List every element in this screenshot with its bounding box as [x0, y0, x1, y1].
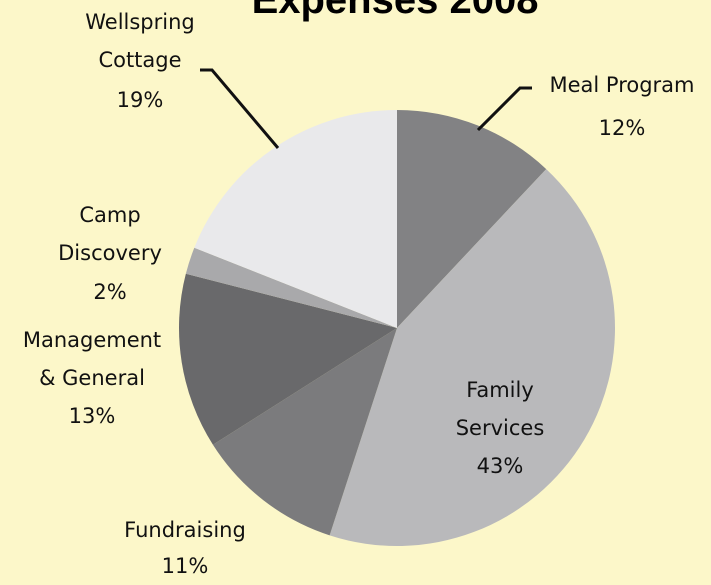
slice-label: Management & General	[22, 328, 162, 390]
leader-line	[200, 68, 280, 149]
chart-title: Expenses 2008	[251, 0, 539, 22]
slice-label: Family Services	[455, 378, 545, 440]
pie-slice	[329, 169, 615, 546]
pie-slice	[185, 247, 397, 328]
pie-slice	[179, 273, 397, 445]
pie-slice	[212, 328, 397, 536]
slice-value-label: 13%	[68, 404, 116, 428]
pie-slice	[194, 110, 397, 328]
slice-value-label: 2%	[93, 280, 127, 304]
slice-value-label: 19%	[116, 88, 164, 112]
slice-value-label: 43%	[476, 454, 524, 478]
leader-line	[476, 86, 532, 132]
pie-slice	[397, 110, 547, 328]
slice-label: Meal Program	[549, 73, 695, 97]
slice-label: Wellspring Cottage	[85, 10, 195, 72]
slice-label: Fundraising	[124, 518, 246, 542]
slice-value-label: 12%	[598, 116, 646, 140]
slice-value-label: 11%	[161, 554, 209, 578]
slice-label: Camp Discovery	[58, 203, 162, 265]
